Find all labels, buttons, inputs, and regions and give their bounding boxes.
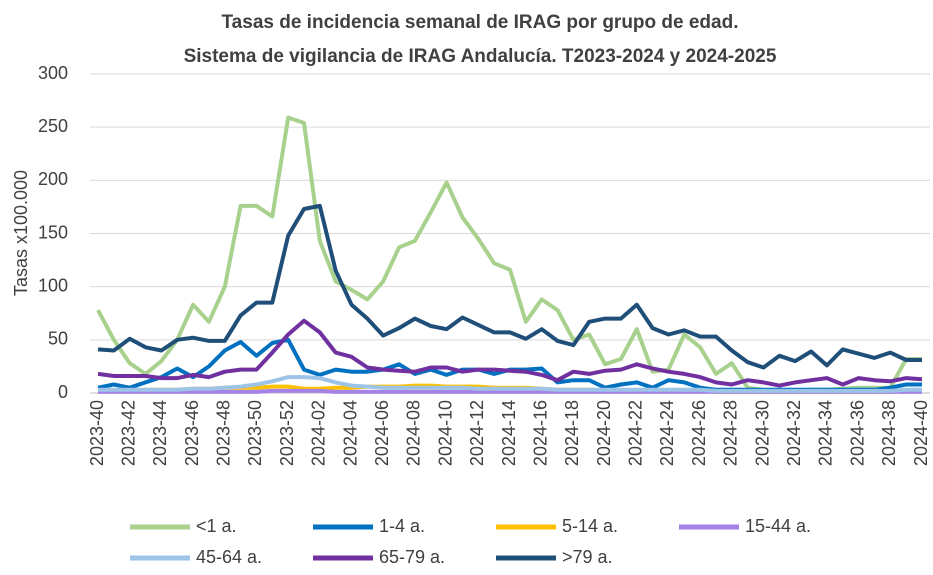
series-line: [96, 115, 922, 393]
series-line: [97, 203, 922, 370]
x-tick-label: 2023-48: [214, 400, 234, 466]
x-tick-label: 2023-40: [87, 400, 107, 466]
y-tick-label: 150: [38, 222, 68, 242]
x-tick-label: 2024-34: [816, 400, 836, 466]
series-line: [97, 318, 923, 388]
x-tick-label: 2024-04: [340, 400, 360, 466]
y-tick-label: 100: [38, 275, 68, 295]
x-tick-label: 2024-02: [309, 400, 329, 466]
series-line: [98, 375, 922, 393]
x-tick-label: 2023-42: [118, 400, 138, 466]
x-tick-label: 2024-26: [689, 400, 709, 466]
x-tick-label: 2024-14: [499, 400, 519, 466]
y-tick-label: 0: [58, 382, 68, 402]
x-tick-label: 2024-36: [847, 400, 867, 466]
x-tick-label: 2024-10: [435, 400, 455, 466]
x-tick-label: 2024-20: [594, 400, 614, 466]
legend-label: 65-79 a.: [379, 547, 445, 567]
y-tick-label: 250: [38, 116, 68, 136]
x-tick-label: 2024-32: [784, 400, 804, 466]
legend-label: >79 a.: [562, 547, 613, 567]
x-tick-label: 2023-52: [277, 400, 297, 466]
x-tick-label: 2023-46: [182, 400, 202, 466]
y-tick-label: 300: [38, 63, 68, 83]
x-tick-label: 2024-22: [626, 400, 646, 466]
y-axis-label: Tasas x100.000: [11, 170, 31, 296]
x-tick-label: 2024-12: [467, 400, 487, 466]
x-tick-label: 2024-38: [879, 400, 899, 466]
legend-label: <1 a.: [196, 516, 237, 536]
y-tick-label: 50: [48, 329, 68, 349]
x-tick-label: 2024-06: [372, 400, 392, 466]
chart-subtitle: Sistema de vigilancia de IRAG Andalucía.…: [184, 46, 777, 67]
x-tick-label: 2024-16: [530, 400, 550, 466]
legend-label: 15-44 a.: [745, 516, 811, 536]
legend-label: 45-64 a.: [196, 547, 262, 567]
y-tick-label: 200: [38, 169, 68, 189]
legend-label: 5-14 a.: [562, 516, 618, 536]
x-tick-label: 2024-08: [404, 400, 424, 466]
x-tick-label: 2024-24: [657, 400, 677, 466]
x-tick-label: 2024-30: [752, 400, 772, 466]
x-tick-label: 2023-44: [150, 400, 170, 466]
x-tick-label: 2024-18: [562, 400, 582, 466]
x-tick-label: 2023-50: [245, 400, 265, 466]
chart-title: Tasas de incidencia semanal de IRAG por …: [221, 12, 738, 33]
x-tick-label: 2024-40: [911, 400, 931, 466]
x-tick-label: 2024-28: [721, 400, 741, 466]
legend-label: 1-4 a.: [379, 516, 425, 536]
